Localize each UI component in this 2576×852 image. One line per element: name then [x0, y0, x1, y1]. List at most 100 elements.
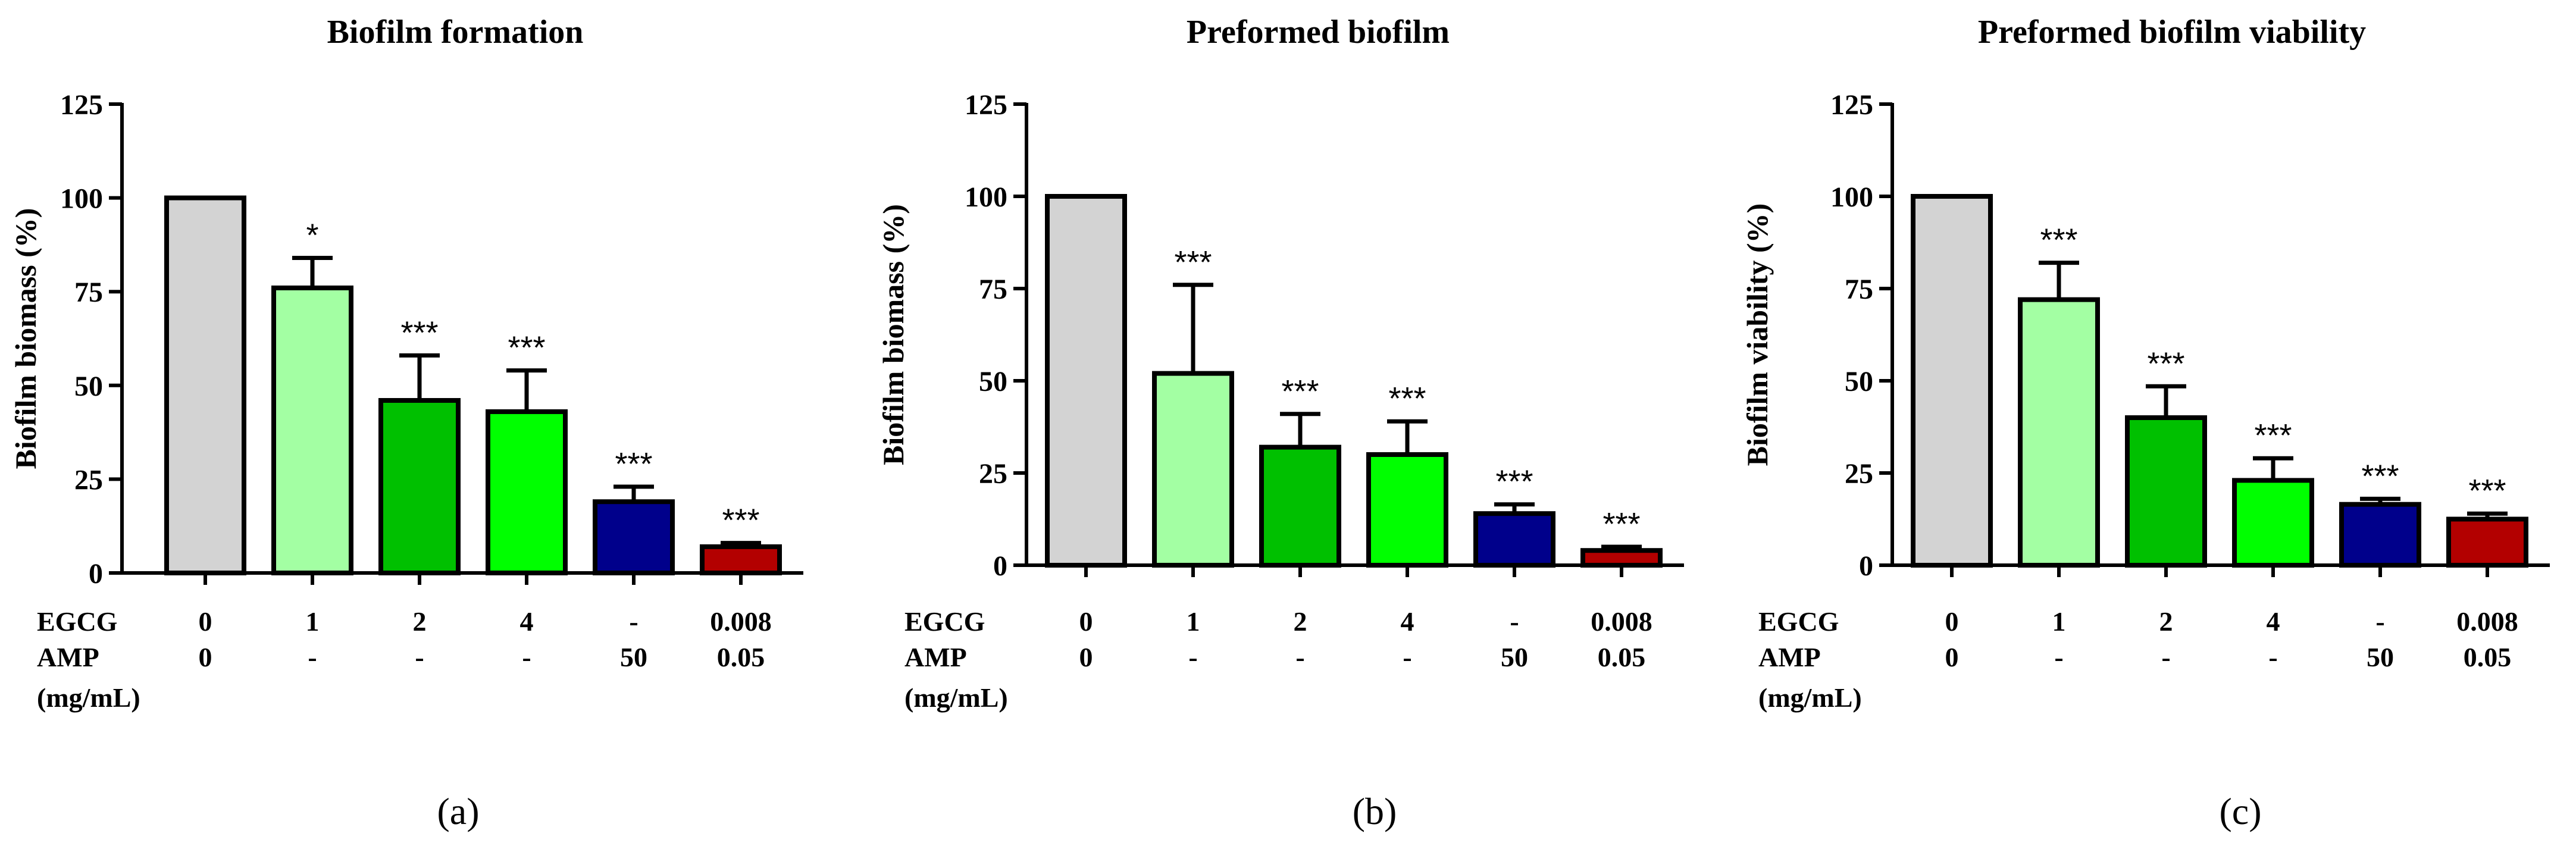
egcg-concentration-label: 0.008	[1591, 606, 1652, 637]
units-row-label: (mg/mL)	[904, 682, 1008, 713]
significance-label: ***	[2361, 458, 2399, 494]
bar	[164, 195, 246, 576]
egcg-concentration-label: 2	[1294, 606, 1307, 637]
amp-concentration-label: -	[1295, 642, 1304, 672]
y-axis-label: Biofilm biomass (%)	[877, 204, 910, 465]
amp-concentration-label: 0	[1079, 642, 1093, 672]
egcg-row-label: EGCG	[1758, 606, 1839, 637]
bar	[2125, 415, 2207, 568]
egcg-concentration-label: 0.008	[710, 606, 772, 637]
y-tick-label: 25	[979, 458, 1007, 490]
y-tick-label: 125	[60, 89, 103, 121]
egcg-concentration-label: 4	[520, 606, 534, 637]
amp-concentration-label: -	[2054, 642, 2063, 672]
bar	[1259, 444, 1341, 568]
y-tick-label: 75	[979, 274, 1007, 305]
significance-label: ***	[508, 330, 545, 366]
bar	[593, 499, 675, 575]
chart-panel-a: Biofilm formation Biofilm biomass (%) 0 25 5…	[9, 14, 803, 832]
amp-concentration-label: 0	[199, 642, 212, 672]
y-tick-label: 50	[74, 371, 103, 402]
egcg-concentration-label: -	[1510, 606, 1519, 637]
y-tick-label: 100	[965, 181, 1007, 213]
chart-title: Preformed biofilm	[1187, 14, 1450, 51]
amp-concentration-label: -	[2161, 642, 2170, 672]
egcg-concentration-label: 0	[1079, 606, 1093, 637]
y-tick-label: 75	[1845, 274, 1873, 305]
amp-row-label: AMP	[37, 642, 99, 672]
egcg-row-label: EGCG	[37, 606, 117, 637]
significance-label: ***	[722, 503, 759, 538]
egcg-concentration-label: 4	[2267, 606, 2280, 637]
amp-concentration-label: -	[2268, 642, 2277, 672]
bar	[1580, 548, 1663, 568]
significance-label: ***	[1281, 374, 1319, 409]
significance-label: ***	[2254, 418, 2292, 453]
significance-label: ***	[615, 446, 652, 482]
panel-label: (c)	[2219, 790, 2261, 832]
bar	[2446, 516, 2528, 568]
egcg-concentration-label: 0.008	[2456, 606, 2518, 637]
bar	[2339, 502, 2421, 568]
bar	[1366, 452, 1448, 568]
chart-title: Biofilm formation	[327, 14, 584, 51]
amp-concentration-label: 50	[620, 642, 647, 672]
egcg-concentration-label: 1	[1187, 606, 1200, 637]
chart-title: Preformed biofilm viability	[1978, 14, 2366, 51]
egcg-concentration-label: -	[2375, 606, 2384, 637]
y-axis-label: Biofilm viability (%)	[1741, 203, 1774, 466]
significance-label: ***	[1602, 506, 1640, 542]
panel-label: (a)	[437, 790, 479, 832]
bar	[1473, 511, 1555, 568]
significance-label: *	[306, 217, 318, 253]
y-tick-label: 100	[1830, 181, 1873, 213]
amp-concentration-label: 50	[1501, 642, 1528, 672]
amp-concentration-label: -	[522, 642, 531, 672]
y-tick-label: 25	[1845, 458, 1873, 490]
y-tick-label: 0	[993, 550, 1007, 582]
significance-label: ***	[400, 315, 438, 350]
y-tick-label: 0	[1859, 550, 1873, 582]
bar	[486, 409, 568, 575]
amp-concentration-label: -	[1403, 642, 1411, 672]
amp-concentration-label: 0.05	[1598, 642, 1646, 672]
amp-concentration-label: -	[415, 642, 424, 672]
y-tick-label: 100	[60, 183, 103, 215]
egcg-concentration-label: 2	[413, 606, 427, 637]
amp-concentration-label: -	[308, 642, 317, 672]
egcg-concentration-label: 1	[2052, 606, 2066, 637]
y-axis-label: Biofilm biomass (%)	[9, 208, 42, 469]
bar	[1045, 194, 1127, 568]
significance-label: ***	[1388, 381, 1426, 416]
y-tick-label: 50	[1845, 366, 1873, 397]
significance-label: ***	[2040, 223, 2077, 258]
bar	[1911, 194, 1993, 568]
panel-label: (b)	[1353, 790, 1397, 832]
egcg-concentration-label: 2	[2159, 606, 2173, 637]
bar	[271, 285, 353, 575]
amp-concentration-label: -	[1188, 642, 1197, 672]
y-tick-label: 75	[74, 277, 103, 308]
chart-panel-b: Preformed biofilm Biofilm biomass (%) 0 25 5…	[877, 14, 1684, 832]
amp-concentration-label: 0.05	[717, 642, 765, 672]
bar	[2018, 297, 2100, 568]
y-tick-label: 50	[979, 366, 1007, 397]
egcg-concentration-label: 1	[306, 606, 320, 637]
egcg-concentration-label: 0	[199, 606, 212, 637]
amp-concentration-label: 0	[1945, 642, 1959, 672]
significance-label: ***	[1495, 464, 1533, 500]
units-row-label: (mg/mL)	[1758, 682, 1862, 713]
egcg-concentration-label: 4	[1401, 606, 1414, 637]
amp-concentration-label: 50	[2367, 642, 2394, 672]
bar	[700, 544, 782, 576]
bar	[1152, 371, 1234, 568]
significance-label: ***	[2468, 473, 2506, 509]
amp-row-label: AMP	[1758, 642, 1821, 672]
bar	[378, 398, 461, 575]
egcg-concentration-label: 0	[1945, 606, 1959, 637]
significance-label: ***	[2147, 346, 2184, 381]
chart-panel-c: Preformed biofilm viability Biofilm viabi…	[1741, 14, 2550, 832]
egcg-row-label: EGCG	[904, 606, 985, 637]
egcg-concentration-label: -	[629, 606, 638, 637]
